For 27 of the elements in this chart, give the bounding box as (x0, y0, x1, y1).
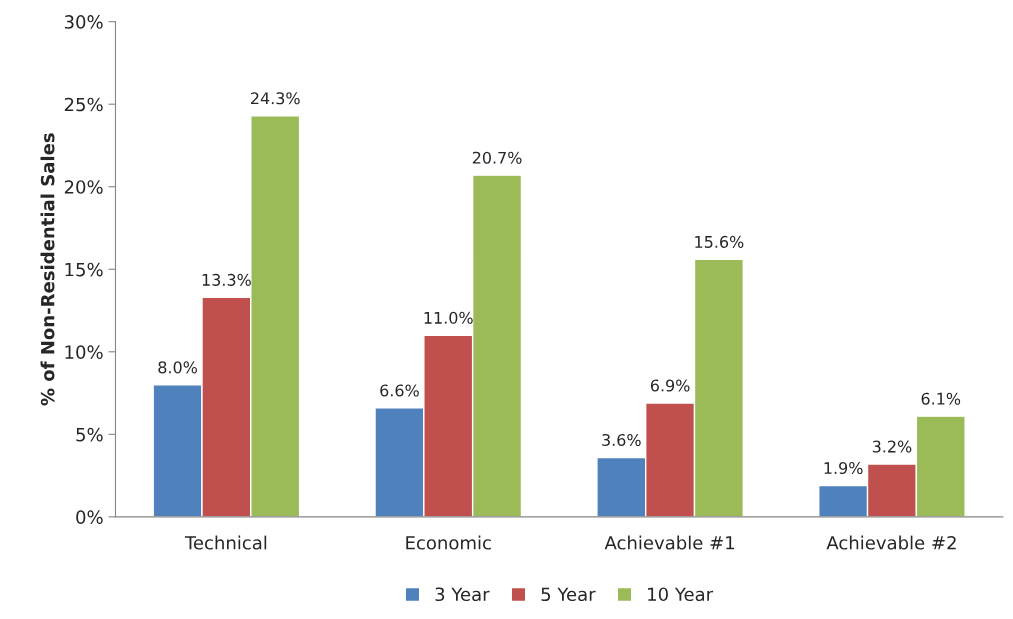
data-label: 13.3% (202, 273, 251, 286)
data-label: 15.6% (695, 235, 744, 248)
data-label: 6.6% (380, 384, 419, 397)
data-label: 3.2% (872, 440, 912, 453)
data-label: 11.0% (424, 311, 473, 324)
data-label: 6.1% (921, 392, 961, 405)
legend-label: 10 Year (648, 587, 714, 602)
data-label: 1.9% (824, 461, 863, 475)
y-tick-label: 5% (76, 427, 103, 442)
y-tick-label: 20% (64, 180, 103, 194)
x-tick-label: Economic (406, 535, 491, 550)
y-tick-label: 15% (65, 262, 103, 277)
data-label: 3.6% (602, 433, 641, 447)
x-tick-label: Achievable #1 (604, 535, 735, 550)
x-tick-label: Technical (184, 535, 267, 550)
y-tick-label: 0% (76, 510, 103, 524)
y-tick-label: 10% (65, 345, 103, 359)
y-axis-title: % of Non-Residential Sales (40, 133, 55, 406)
legend-label: 3 Year (435, 587, 490, 602)
y-tick-label: 25% (64, 97, 103, 112)
x-tick-label: Achievable #2 (826, 535, 956, 550)
data-label: 8.0% (158, 361, 198, 374)
data-label: 20.7% (472, 151, 522, 164)
data-label: 24.3% (251, 92, 300, 105)
legend-label: 5 Year (541, 587, 596, 602)
y-tick-label: 30% (64, 15, 103, 29)
data-label: 6.9% (650, 379, 690, 392)
